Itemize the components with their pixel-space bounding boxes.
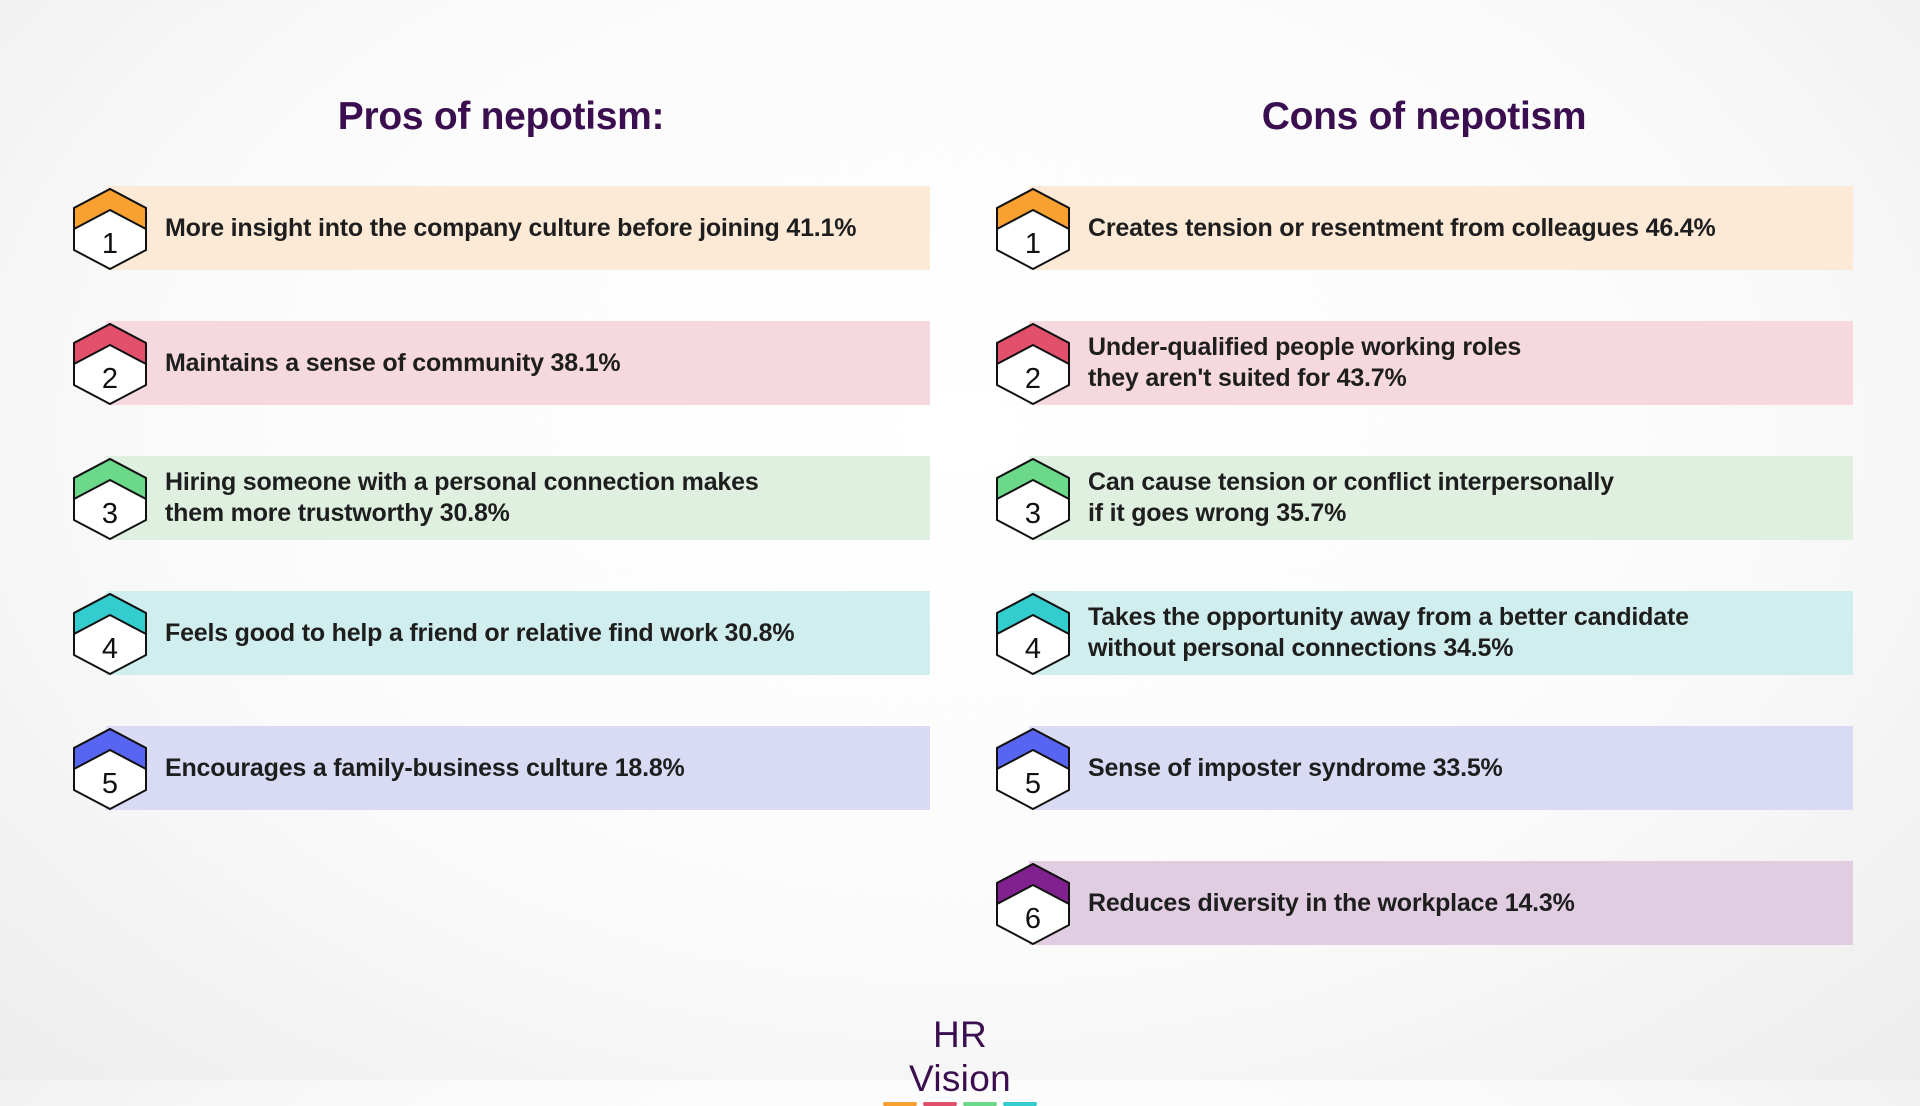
list-item: 5 Sense of imposter syndrome 33.5%: [995, 726, 1853, 810]
list-item: 1 Creates tension or resentment from coll…: [995, 186, 1853, 270]
item-background-bar: [1029, 456, 1853, 540]
list-item: 6 Reduces diversity in the workplace 14.3…: [995, 861, 1853, 945]
number-hexagon-icon: 1: [72, 187, 148, 271]
cons-title: Cons of nepotism: [1261, 95, 1587, 138]
item-text: Can cause tension or conflict interperso…: [1088, 468, 1614, 527]
brand-underline-segment: [923, 1102, 957, 1106]
number-hexagon-icon: 1: [995, 187, 1071, 271]
item-text: Feels good to help a friend or relative …: [165, 618, 795, 647]
cons-list: 1 Creates tension or resentment from coll…: [995, 186, 1853, 996]
item-background-bar: [106, 456, 930, 540]
item-background-bar: [106, 321, 930, 405]
item-background-bar: [1029, 591, 1853, 675]
item-number: 3: [1025, 498, 1041, 530]
item-background-bar: [106, 186, 930, 270]
item-text: Hiring someone with a personal connectio…: [165, 468, 759, 527]
list-item: 3 Hiring someone with a personal connecti…: [72, 456, 930, 540]
brand-underline-segment: [883, 1102, 917, 1106]
item-number: 2: [1025, 363, 1041, 395]
item-text: Maintains a sense of community 38.1%: [165, 348, 621, 377]
item-text: Encourages a family-business culture 18.…: [165, 753, 685, 782]
item-text: Sense of imposter syndrome 33.5%: [1088, 753, 1503, 782]
list-item: 4 Feels good to help a friend or relative…: [72, 591, 930, 675]
brand-underline: [880, 1102, 1040, 1106]
item-background-bar: [1029, 726, 1853, 810]
item-number: 1: [1025, 228, 1041, 260]
number-hexagon-icon: 4: [72, 592, 148, 676]
item-number: 4: [1025, 633, 1041, 665]
pros-list: 1 More insight into the company culture b…: [72, 186, 930, 861]
number-hexagon-icon: 3: [72, 457, 148, 541]
number-hexagon-icon: 5: [995, 727, 1071, 811]
item-number: 5: [1025, 768, 1041, 800]
item-number: 3: [102, 498, 118, 530]
number-hexagon-icon: 2: [72, 322, 148, 406]
list-item: 3 Can cause tension or conflict interpers…: [995, 456, 1853, 540]
brand-name: HR Vision: [909, 1014, 1011, 1099]
number-hexagon-icon: 2: [995, 322, 1071, 406]
list-item: 5 Encourages a family-business culture 18…: [72, 726, 930, 810]
item-background-bar: [1029, 321, 1853, 405]
brand-logo: HR Vision: [880, 1013, 1040, 1106]
list-item: 4 Takes the opportunity away from a bette…: [995, 591, 1853, 675]
item-number: 1: [102, 228, 118, 260]
number-hexagon-icon: 3: [995, 457, 1071, 541]
item-background-bar: [1029, 186, 1853, 270]
item-number: 4: [102, 633, 118, 665]
item-background-bar: [106, 726, 930, 810]
item-text: More insight into the company culture be…: [165, 213, 857, 242]
number-hexagon-icon: 6: [995, 862, 1071, 946]
item-number: 5: [102, 768, 118, 800]
list-item: 2 Under-qualified people working roles th…: [995, 321, 1853, 405]
list-item: 2 Maintains a sense of community 38.1%: [72, 321, 930, 405]
item-background-bar: [1029, 861, 1853, 945]
item-background-bar: [106, 591, 930, 675]
item-text: Creates tension or resentment from colle…: [1088, 213, 1716, 242]
item-text: Reduces diversity in the workplace 14.3%: [1088, 888, 1575, 917]
item-text: Takes the opportunity away from a better…: [1088, 603, 1689, 662]
number-hexagon-icon: 4: [995, 592, 1071, 676]
item-number: 2: [102, 363, 118, 395]
pros-title: Pros of nepotism:: [337, 95, 665, 138]
brand-underline-segment: [1003, 1102, 1037, 1106]
brand-underline-segment: [963, 1102, 997, 1106]
item-text: Under-qualified people working roles the…: [1088, 333, 1522, 392]
number-hexagon-icon: 5: [72, 727, 148, 811]
item-number: 6: [1025, 903, 1041, 935]
list-item: 1 More insight into the company culture b…: [72, 186, 930, 270]
